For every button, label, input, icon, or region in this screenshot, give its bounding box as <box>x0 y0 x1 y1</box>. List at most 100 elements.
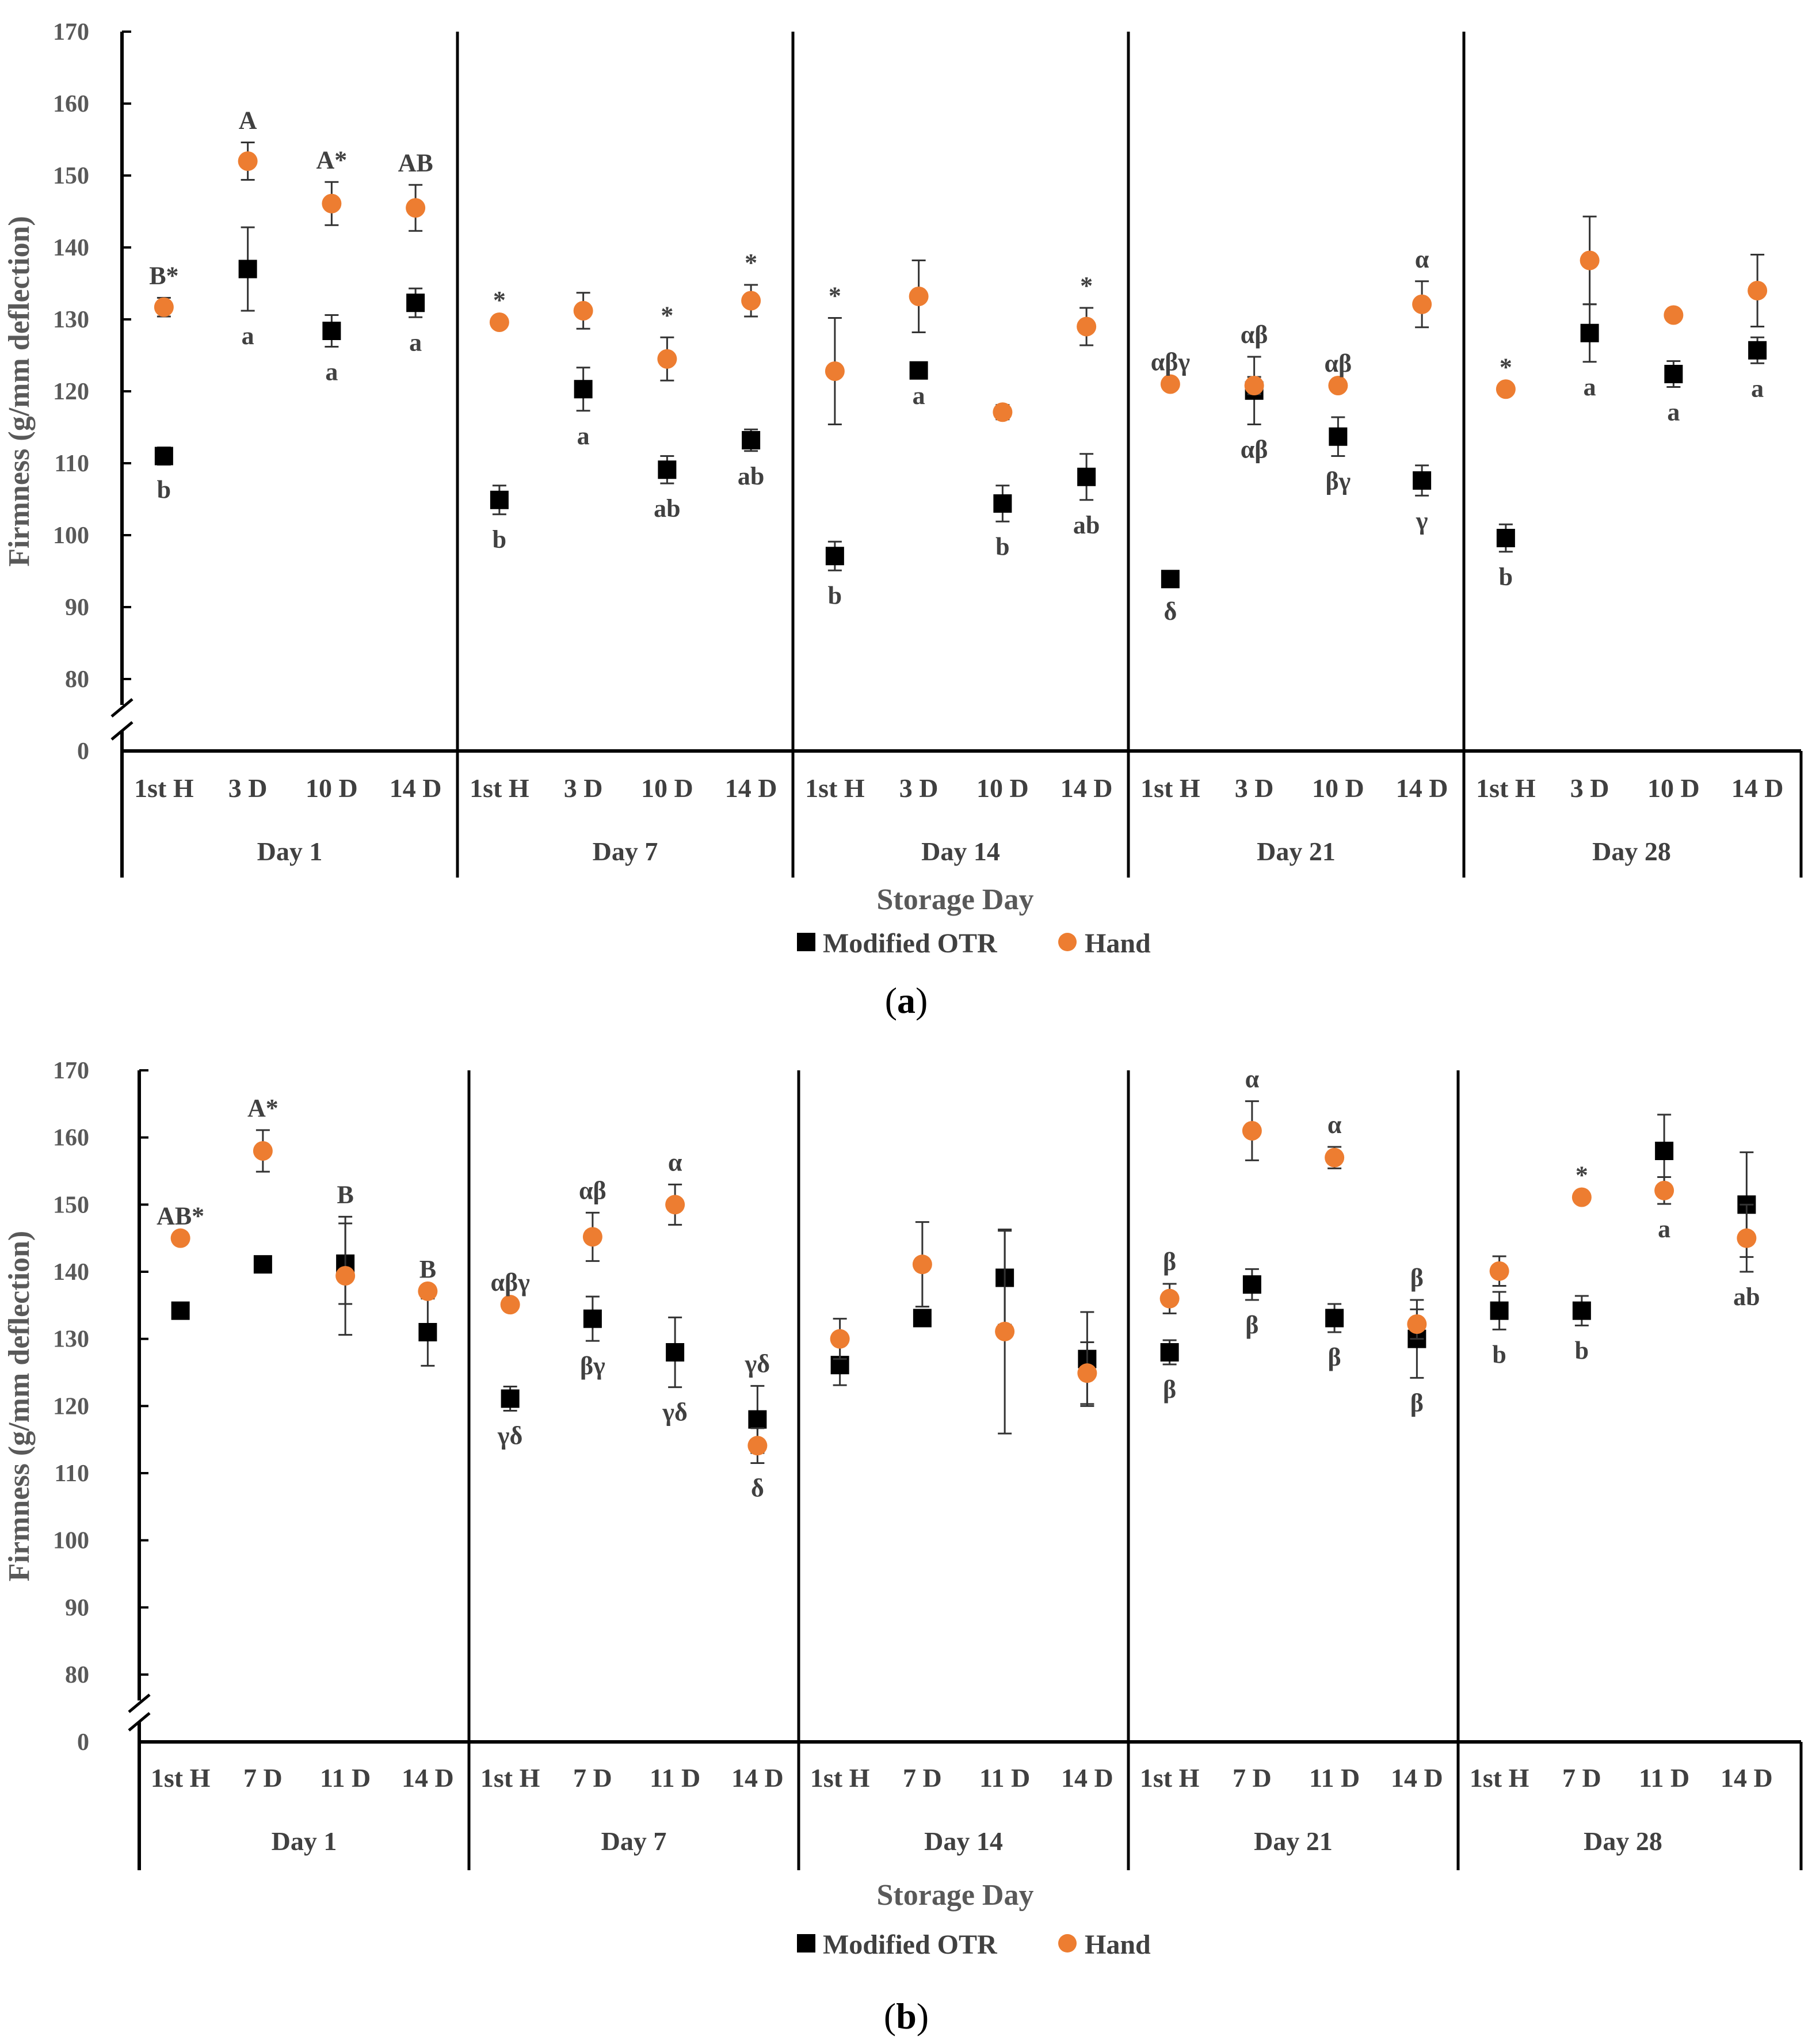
y-tick-label: 130 <box>53 307 89 333</box>
category-label: 14 D <box>1721 1763 1773 1793</box>
otr-point <box>1490 1301 1509 1320</box>
otr-significance-label: βγ <box>1325 467 1351 495</box>
y-tick-label: 170 <box>53 1058 89 1084</box>
otr-significance-label: a <box>1667 398 1680 426</box>
category-label: 11 D <box>1639 1763 1689 1793</box>
hand-significance-label: αβ <box>1325 349 1352 377</box>
otr-point <box>583 1309 602 1328</box>
category-label: 1st H <box>1140 773 1200 803</box>
group-label: Day 7 <box>593 837 658 866</box>
hand-significance-label: * <box>1080 272 1093 300</box>
otr-point <box>1748 341 1767 360</box>
hand-point <box>1580 250 1600 270</box>
category-label: 3 D <box>899 773 939 803</box>
axis-break-mark <box>110 721 133 741</box>
otr-point <box>490 490 509 509</box>
hand-point <box>1737 1228 1757 1248</box>
category-label: 10 D <box>1647 773 1700 803</box>
otr-point <box>322 322 341 340</box>
hand-significance-label: A* <box>247 1094 279 1122</box>
y-tick-label: 150 <box>53 163 89 189</box>
otr-significance-label: γδ <box>662 1398 687 1427</box>
category-label: 14 D <box>1391 1763 1443 1793</box>
otr-point <box>909 361 928 380</box>
otr-point <box>1160 1343 1179 1362</box>
hand-point <box>1325 1147 1345 1168</box>
category-label: 11 D <box>979 1763 1030 1793</box>
y-tick-label: 150 <box>53 1192 89 1218</box>
otr-significance-label: a <box>242 322 254 350</box>
otr-significance-label: b <box>1492 1340 1506 1368</box>
hand-point <box>1496 379 1516 399</box>
otr-significance-label: ab <box>654 494 680 523</box>
otr-significance-label: δ <box>751 1474 764 1503</box>
otr-point <box>1325 1309 1344 1328</box>
hand-significance-label: α <box>668 1148 682 1176</box>
hand-significance-label: AB* <box>157 1202 204 1230</box>
hand-point <box>912 1254 932 1275</box>
y-tick-label: 110 <box>54 451 89 477</box>
otr-significance-label: γδ <box>497 1422 522 1450</box>
otr-point <box>1329 427 1348 446</box>
otr-point <box>1655 1142 1674 1160</box>
category-label: 3 D <box>228 773 268 803</box>
category-label: 11 D <box>1309 1763 1360 1793</box>
otr-point <box>742 431 761 449</box>
group-label: Day 14 <box>921 837 1000 866</box>
otr-significance-label: a <box>913 382 925 410</box>
otr-point <box>1496 529 1515 547</box>
panel-label-part: ) <box>917 1996 929 2037</box>
category-label: 14 D <box>402 1763 454 1793</box>
category-label: 10 D <box>976 773 1029 803</box>
y-tick-label: 0 <box>77 1729 89 1756</box>
group-label: Day 21 <box>1254 1826 1333 1856</box>
category-label: 1st H <box>151 1763 211 1793</box>
hand-significance-label: AB <box>398 148 433 177</box>
y-tick-label: 80 <box>65 666 89 693</box>
hand-significance-label: * <box>829 282 841 310</box>
y-tick-label: 90 <box>65 1595 89 1621</box>
category-label: 1st H <box>470 773 529 803</box>
axis-break-mark <box>110 698 133 718</box>
panel-label-part: ( <box>884 1996 896 2037</box>
hand-point <box>418 1281 438 1301</box>
otr-significance-label: β <box>1163 1375 1176 1404</box>
category-label: 1st H <box>1470 1763 1529 1793</box>
hand-point <box>909 287 929 306</box>
hand-significance-label: * <box>661 301 673 329</box>
hand-point <box>238 151 258 171</box>
hand-significance-label: αβ <box>1241 321 1268 349</box>
category-label: 11 D <box>650 1763 700 1793</box>
category-label: 14 D <box>725 773 777 803</box>
category-label: 1st H <box>1476 773 1536 803</box>
hand-significance-label: B* <box>149 262 178 290</box>
hand-point <box>1242 1121 1262 1141</box>
hand-significance-label: * <box>1500 353 1512 381</box>
y-tick-label: 170 <box>53 19 89 45</box>
category-label: 14 D <box>1061 1763 1113 1793</box>
category-label: 11 D <box>320 1763 371 1793</box>
otr-significance-label: b <box>1499 563 1513 591</box>
y-tick-label: 80 <box>65 1662 89 1688</box>
otr-significance-label: b <box>828 581 842 609</box>
legend-hand-label: Hand <box>1085 928 1151 959</box>
x-axis-title: Storage Day <box>877 883 1034 916</box>
otr-significance-label: β <box>1328 1343 1341 1371</box>
hand-point <box>335 1266 356 1286</box>
panel-label-part: a <box>897 980 915 1021</box>
y-tick-label: 90 <box>65 594 89 621</box>
y-tick-label: 160 <box>53 91 89 117</box>
legend-hand-label: Hand <box>1085 1929 1151 1960</box>
hand-significance-label: β <box>1163 1248 1176 1276</box>
group-label: Day 28 <box>1592 837 1671 866</box>
group-label: Day 28 <box>1584 1826 1662 1856</box>
hand-significance-label: * <box>745 249 757 277</box>
otr-significance-label: a <box>577 422 590 450</box>
category-label: 14 D <box>1731 773 1784 803</box>
hand-point <box>1077 1363 1097 1383</box>
otr-significance-label: b <box>157 476 171 504</box>
hand-point <box>489 312 509 332</box>
otr-point <box>253 1255 272 1274</box>
y-tick-label: 160 <box>53 1125 89 1151</box>
axis-break-mark <box>128 1712 151 1732</box>
